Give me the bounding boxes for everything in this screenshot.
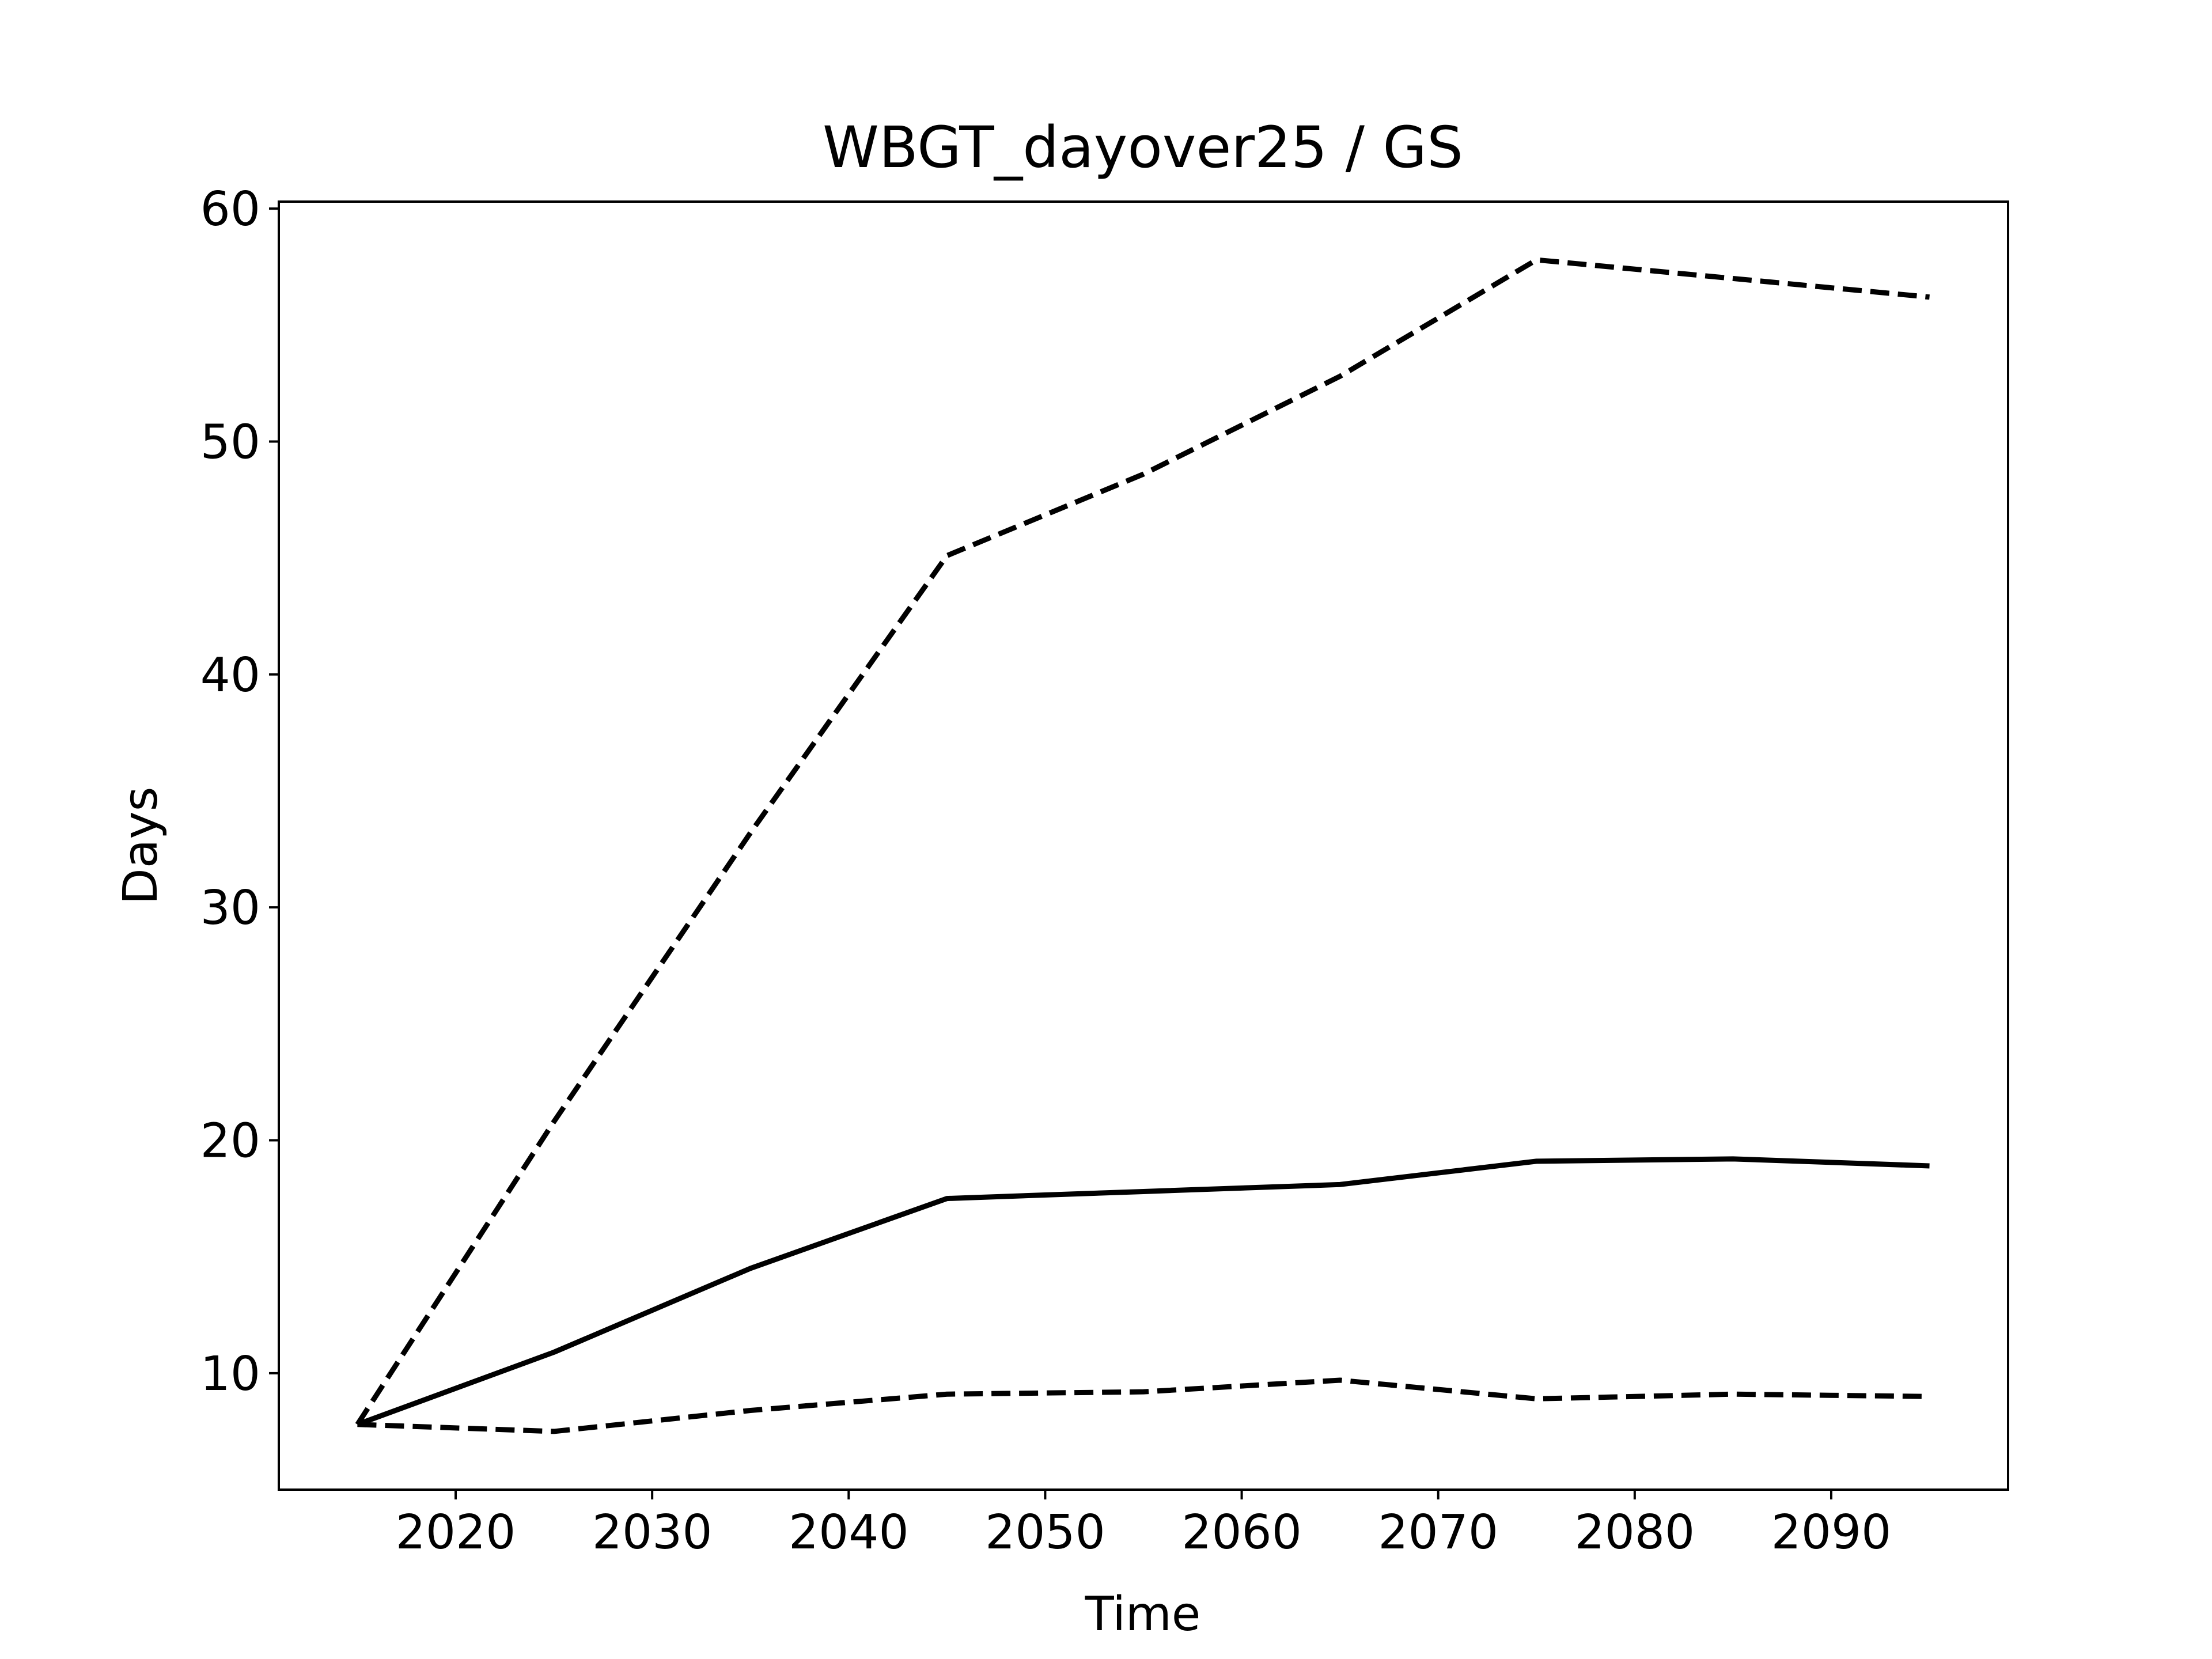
plot-area — [355, 257, 1930, 1434]
x-tick-label: 2020 — [396, 1505, 516, 1560]
x-tick-label: 2030 — [592, 1505, 713, 1560]
y-tick-label: 10 — [200, 1347, 260, 1402]
plot-frame — [278, 200, 2009, 1491]
chart-title: WBGT_dayover25 / GS — [823, 115, 1463, 181]
x-tick-label: 2040 — [789, 1505, 909, 1560]
y-tick-label: 30 — [200, 881, 260, 935]
y-axis: 10 20 30 40 50 60 — [200, 182, 279, 1402]
y-axis-label: Days — [113, 787, 168, 905]
x-axis: 2020 2030 2040 2050 2060 2070 2080 2090 — [396, 1490, 1892, 1560]
y-tick-label: 60 — [200, 182, 260, 237]
x-tick-label: 2060 — [1181, 1505, 1302, 1560]
x-tick-label: 2080 — [1574, 1505, 1695, 1560]
x-axis-label: Time — [1085, 1587, 1201, 1642]
x-tick-label: 2070 — [1378, 1505, 1498, 1560]
x-tick-label: 2050 — [985, 1505, 1105, 1560]
x-tick-label: 2090 — [1771, 1505, 1892, 1560]
dashed-series-line — [355, 257, 1930, 1426]
solid-series-line — [356, 1156, 1930, 1427]
y-tick-label: 40 — [200, 648, 260, 703]
y-tick-label: 50 — [200, 415, 260, 469]
dashed-series-line — [357, 1377, 1930, 1434]
y-tick-label: 20 — [200, 1113, 260, 1168]
